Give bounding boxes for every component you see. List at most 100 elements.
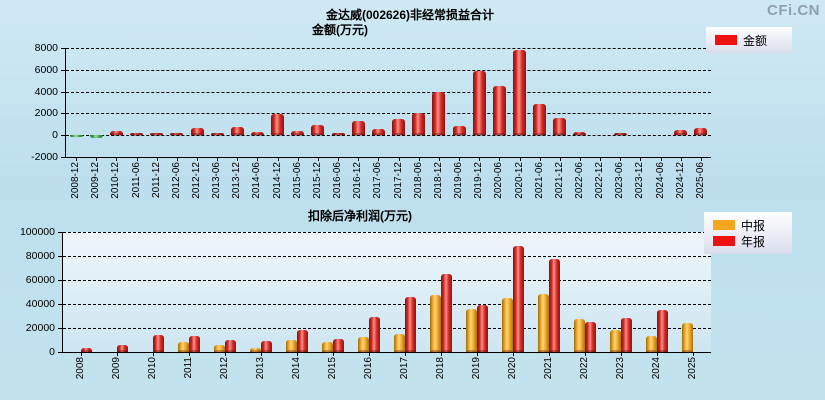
nonrecurring-gain-chart: -2000 0 2000 4000 6000 8000 2008-12 2009-12 2010… (31, 42, 711, 199)
y-axis-label: 2000 (34, 107, 58, 120)
x-axis-label: 2021 (543, 357, 554, 380)
bar-金额-2025-06 (694, 127, 708, 136)
x-axis-label: 2017-06 (372, 162, 384, 199)
y-axis-tick (61, 48, 65, 49)
bar-金额-2010-12 (109, 130, 123, 137)
bar-年报-2024 (657, 310, 668, 353)
x-axis-label: 2016-12 (352, 162, 364, 199)
x-axis-label: 2010 (147, 357, 158, 380)
x-axis-label: 2012 (219, 357, 230, 380)
bar-金额-2019-06 (452, 125, 466, 137)
bar-中报-2014 (286, 340, 297, 353)
x-axis-label: 2024-06 (654, 162, 666, 199)
x-axis-tick (297, 352, 298, 356)
gridline-100000 (63, 232, 711, 233)
bar-年报-2019 (477, 304, 488, 354)
bar-中报-2015 (322, 341, 333, 354)
interim-legend-label: 中报 (741, 218, 766, 233)
bar-金额-2014-12 (271, 114, 285, 136)
bar-金额-2018-12 (432, 92, 446, 137)
bar-金额-2013-12 (230, 126, 244, 137)
x-axis-tick (459, 157, 461, 161)
y-axis-label: 60000 (25, 274, 55, 286)
x-axis-label: 2019 (471, 357, 482, 380)
y-axis-label: 80000 (25, 250, 55, 262)
x-axis-tick (418, 157, 420, 161)
chart1-unit-label: 金额(万元) (312, 23, 368, 37)
x-axis-tick (225, 352, 226, 356)
y-axis-tick (58, 352, 62, 353)
legend-item-amount: 金额 (715, 32, 783, 48)
gridline-80000 (63, 256, 711, 257)
bar-年报-2022 (585, 322, 596, 353)
x-axis-tick (261, 352, 262, 356)
y-axis-tick (58, 328, 62, 329)
y-axis-tick (58, 256, 62, 257)
x-axis-tick (76, 157, 78, 161)
bar-中报-2025 (682, 323, 693, 353)
x-axis-tick (680, 157, 682, 161)
bar-年报-2010 (153, 335, 164, 353)
bar-年报-2009 (117, 345, 128, 353)
bar-年报-2008 (81, 347, 92, 354)
x-axis-label: 2022-12 (594, 162, 606, 199)
x-axis-tick (559, 157, 561, 161)
x-axis-label: 2008-12 (70, 162, 82, 199)
x-axis-label: 2022-06 (573, 162, 585, 199)
x-axis-tick (317, 157, 319, 161)
x-axis-tick (620, 157, 622, 161)
x-axis-label: 2010-12 (110, 162, 122, 199)
x-axis-label: 2014-12 (271, 162, 283, 199)
x-axis-tick (693, 352, 694, 356)
y-axis-tick (61, 113, 65, 115)
x-axis-tick (189, 352, 190, 356)
x-axis-tick (333, 352, 334, 356)
x-axis-tick (549, 352, 550, 356)
cfi-logo[interactable]: CFi.CN (767, 2, 820, 19)
y-axis-label: 100000 (19, 226, 55, 238)
x-axis-tick (477, 352, 478, 356)
amount-legend-label: 金额 (743, 33, 768, 48)
y-axis-label: 0 (52, 129, 58, 142)
x-axis-tick (579, 157, 581, 161)
gridline-20000 (63, 328, 711, 329)
x-axis-tick (539, 157, 541, 161)
bar-年报-2017 (405, 296, 416, 354)
y-axis-tick (61, 69, 65, 71)
x-axis-label: 2017 (399, 357, 410, 380)
x-axis-label: 2009 (111, 357, 122, 380)
bar-金额-2015-06 (291, 130, 305, 137)
annual-legend-label: 年报 (741, 234, 766, 249)
x-axis-tick (117, 352, 118, 356)
bar-金额-2020-06 (492, 86, 506, 137)
x-axis-label: 2019-06 (453, 162, 465, 199)
x-axis-label: 2021-06 (533, 162, 545, 199)
chart2-legend: 中报 年报 (704, 212, 792, 254)
bar-中报-2018 (430, 295, 441, 353)
x-axis-tick (405, 352, 406, 356)
legend-item-interim: 中报 (713, 217, 783, 233)
x-axis-tick (700, 157, 702, 161)
x-axis-tick (197, 157, 199, 161)
x-axis-tick (217, 157, 219, 161)
gridline-2000 (66, 113, 711, 115)
x-axis-tick (153, 352, 154, 356)
page-title: 金达威(002626)非经常损益合计 (325, 8, 495, 22)
bar-金额-2017-12 (392, 118, 406, 137)
x-axis-tick (657, 352, 658, 356)
x-axis-label: 2018-06 (412, 162, 424, 199)
x-axis-label: 2015 (327, 357, 338, 380)
x-axis-label: 2020-12 (513, 162, 525, 199)
x-axis-tick (585, 352, 586, 356)
bar-年报-2023 (621, 318, 632, 353)
x-axis-label: 2012-12 (191, 162, 203, 199)
x-axis-label: 2023-12 (634, 162, 646, 199)
x-axis-label: 2021-12 (553, 162, 565, 199)
bar-金额-2016-12 (351, 121, 365, 137)
y-axis-tick (61, 135, 65, 137)
x-axis-tick (660, 157, 662, 161)
x-axis-label: 2014-06 (251, 162, 263, 199)
y-axis-label: 0 (49, 346, 55, 358)
x-axis-label: 2011 (183, 357, 194, 379)
y-axis-label: 20000 (25, 322, 55, 334)
